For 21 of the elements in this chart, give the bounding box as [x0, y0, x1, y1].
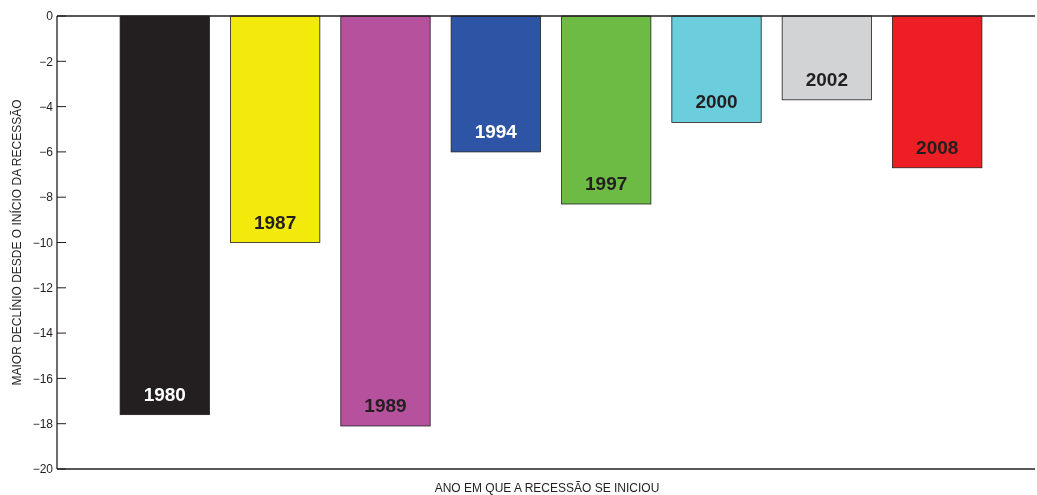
x-tick-label: 2000	[695, 91, 738, 113]
y-tick-label: −16	[32, 371, 54, 386]
y-tick-label: −10	[32, 235, 54, 250]
y-tick-label: −18	[32, 416, 54, 431]
x-tick-label: 2008	[916, 136, 959, 158]
y-tick-label: −4	[39, 99, 54, 114]
y-tick-label: 0	[46, 9, 54, 24]
y-tick-label: −6	[39, 145, 54, 160]
x-tick-label: 1997	[585, 172, 628, 194]
y-tick-label: −8	[39, 190, 54, 205]
y-tick-label: −14	[32, 326, 54, 341]
x-tick-label: 1980	[143, 383, 186, 405]
y-tick-label: −20	[32, 462, 54, 477]
y-axis-title: MAIOR DECLÍNIO DESDE O INÍCIO DA RECESSÃO	[9, 99, 24, 386]
x-tick-label: 2002	[805, 68, 848, 90]
y-tick-label: −2	[39, 54, 54, 69]
x-tick-label: 1989	[364, 394, 407, 416]
x-axis-title: ANO EM QUE A RECESSÃO SE INICIOU	[434, 481, 660, 495]
y-tick-label: −12	[32, 281, 54, 295]
x-tick-label: 1987	[254, 211, 297, 233]
x-tick-label: 1994	[474, 120, 518, 142]
